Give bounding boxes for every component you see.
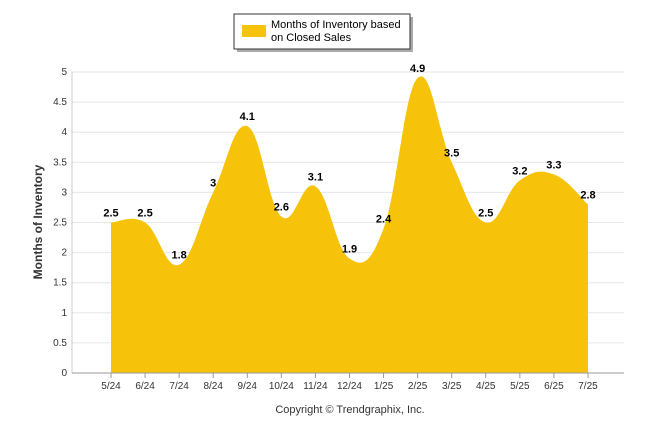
x-tick-label: 7/25	[578, 381, 598, 392]
data-label: 2.5	[478, 208, 493, 220]
data-label: 3	[210, 177, 216, 189]
y-axis-ticks: 0 0.5 1 1.5 2 2.5 3 3.5 4 4.5 5	[53, 67, 67, 379]
data-label: 2.6	[274, 201, 289, 213]
legend-swatch	[242, 25, 266, 37]
x-tick-label: 6/25	[544, 381, 564, 392]
data-label: 2.5	[137, 208, 152, 220]
data-label: 4.9	[410, 63, 425, 75]
y-tick-label: 4	[61, 127, 67, 138]
y-tick-label: 4.5	[53, 97, 67, 108]
y-tick-label: 2	[61, 248, 67, 259]
data-label: 2.5	[103, 208, 118, 220]
x-tick-label: 6/24	[135, 381, 155, 392]
legend-line-2: on Closed Sales	[271, 32, 352, 44]
x-tick-label: 2/25	[408, 381, 428, 392]
y-tick-label: 1	[61, 308, 67, 319]
x-tick-label: 12/24	[337, 381, 362, 392]
x-tick-label: 5/24	[101, 381, 121, 392]
x-tick-label: 5/25	[510, 381, 530, 392]
data-label: 3.1	[308, 171, 323, 183]
y-tick-label: 2.5	[53, 218, 67, 229]
data-label: 1.9	[342, 244, 357, 256]
x-axis	[72, 372, 624, 378]
x-axis-ticks: 5/24 6/24 7/24 8/24 9/24 10/24 11/24 12/24 1/25 2…	[101, 381, 598, 392]
data-label: 4.1	[240, 111, 255, 123]
legend-line-1: Months of Inventory based	[271, 19, 401, 31]
x-tick-label: 4/25	[476, 381, 496, 392]
x-tick-label: 10/24	[269, 381, 294, 392]
y-tick-label: 3.5	[53, 157, 67, 168]
data-label: 2.4	[376, 214, 392, 226]
y-tick-label: 3	[61, 187, 67, 198]
y-axis-label: Months of Inventory	[31, 164, 45, 279]
data-label: 3.5	[444, 147, 459, 159]
y-tick-label: 0.5	[53, 338, 67, 349]
y-tick-label: 0	[61, 368, 67, 379]
data-label: 2.8	[580, 189, 595, 201]
y-tick-label: 1.5	[53, 278, 67, 289]
x-tick-label: 1/25	[374, 381, 394, 392]
data-labels: 2.5 2.5 1.8 3 4.1 2.6 3.1 1.9 2.4 4.9 3.5 2.5 3.2 3.3…	[103, 63, 595, 262]
copyright-footer: Copyright © Trendgraphix, Inc.	[275, 404, 424, 416]
x-tick-label: 3/25	[442, 381, 462, 392]
data-label: 3.2	[512, 165, 527, 177]
x-tick-label: 9/24	[238, 381, 258, 392]
x-tick-label: 11/24	[303, 381, 328, 392]
data-label: 1.8	[171, 250, 186, 262]
y-tick-label: 5	[61, 67, 67, 78]
data-label: 3.3	[546, 159, 561, 171]
series-area	[111, 76, 588, 374]
legend: Months of Inventory based on Closed Sale…	[233, 13, 413, 52]
x-tick-label: 8/24	[203, 381, 223, 392]
x-tick-label: 7/24	[169, 381, 189, 392]
